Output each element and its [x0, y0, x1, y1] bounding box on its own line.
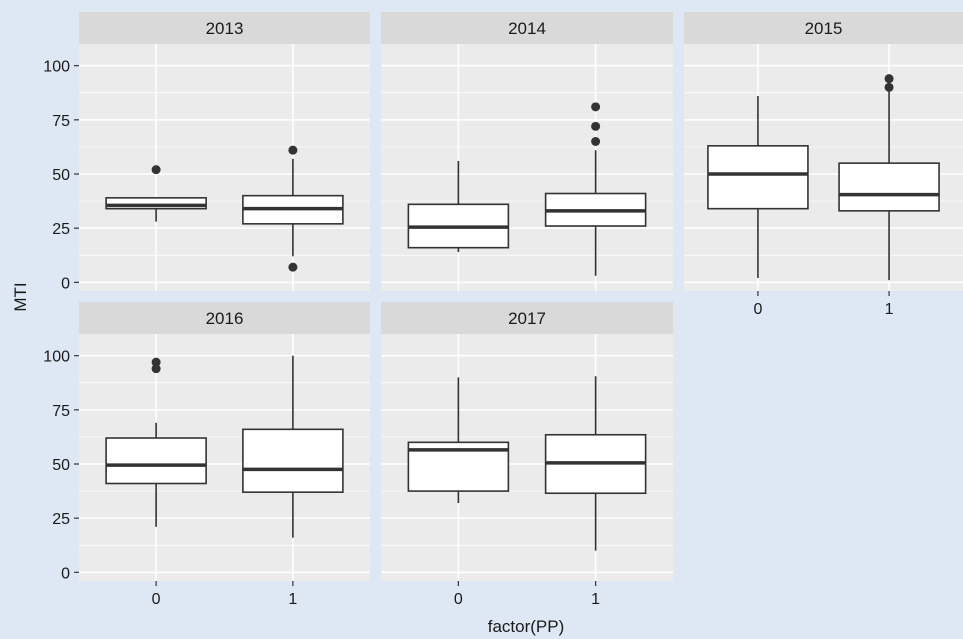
outlier-point — [884, 82, 894, 92]
facet-strip-label: 2014 — [508, 19, 546, 38]
box-2014-0 — [407, 161, 510, 252]
facet-strip-label: 2017 — [508, 309, 546, 328]
box-2014-1 — [544, 102, 647, 276]
facet-strip — [381, 12, 673, 44]
box-2015-0 — [707, 96, 809, 278]
facet-panel-2013: 2013 — [79, 12, 370, 291]
facet-panel-2016: 2016 — [79, 302, 370, 581]
outlier-point — [151, 364, 161, 374]
x-tick-label: 1 — [591, 591, 600, 608]
outlier-point — [151, 357, 161, 367]
x-axis-title: factor(PP) — [488, 617, 565, 636]
box-2017-1 — [544, 376, 647, 551]
box-body — [105, 197, 207, 210]
x-tick-label: 0 — [753, 301, 762, 318]
box-2016-1 — [242, 355, 344, 538]
panels-group: 2013 2014 2015 2016 2017 — [79, 12, 963, 581]
y-tick-label: 25 — [52, 221, 70, 238]
box-body — [242, 428, 344, 493]
y-axis-row-2: 0 25 50 75 100 — [43, 349, 79, 582]
box-2017-0 — [407, 377, 510, 503]
facet-panel-2014: 2014 — [381, 12, 673, 291]
facet-strip — [79, 12, 370, 44]
y-tick-label: 50 — [52, 457, 70, 474]
facet-panel-2015: 2015 — [684, 12, 963, 291]
y-tick-label: 75 — [52, 113, 70, 130]
facet-strip-label: 2015 — [805, 19, 843, 38]
y-tick-label: 75 — [52, 403, 70, 420]
box-2015-1 — [838, 74, 940, 281]
outlier-point — [288, 145, 298, 155]
outlier-point — [591, 137, 601, 146]
facet-strip — [79, 302, 370, 334]
box-body — [105, 437, 207, 485]
outlier-point — [151, 165, 161, 175]
x-tick-label: 0 — [152, 591, 161, 608]
y-tick-label: 25 — [52, 511, 70, 528]
outlier-point — [591, 102, 601, 112]
y-axis-row-1: 0 25 50 75 100 — [43, 59, 79, 292]
facet-strip-label: 2016 — [206, 309, 244, 328]
y-tick-label: 0 — [61, 275, 70, 292]
box-2016-0 — [105, 357, 207, 527]
facet-strip-label: 2013 — [206, 19, 244, 38]
x-tick-label: 1 — [885, 301, 894, 318]
y-tick-label: 0 — [61, 565, 70, 582]
y-tick-label: 100 — [43, 349, 70, 366]
box-body — [838, 162, 940, 212]
x-tick-label: 1 — [288, 591, 297, 608]
box-2013-1 — [242, 145, 344, 272]
y-axis-title: MTI — [11, 282, 30, 311]
x-tick-label: 0 — [454, 591, 463, 608]
box-body — [707, 145, 809, 210]
facet-panel-2017: 2017 — [381, 302, 673, 581]
y-tick-label: 100 — [43, 59, 70, 76]
outlier-point — [884, 74, 894, 84]
outlier-point — [591, 121, 601, 131]
y-tick-label: 50 — [52, 167, 70, 184]
box-2013-0 — [105, 165, 207, 222]
facet-strip — [684, 12, 963, 44]
facet-strip — [381, 302, 673, 334]
panel-background — [79, 44, 370, 291]
panel-background — [381, 44, 673, 291]
outlier-point — [288, 262, 298, 272]
